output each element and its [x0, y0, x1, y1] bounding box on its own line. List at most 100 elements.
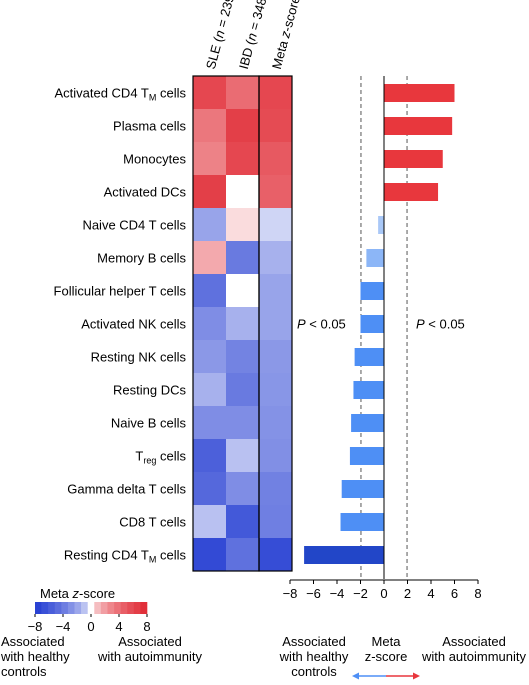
bar — [360, 315, 384, 333]
pvalue-rest: < 0.05 — [425, 317, 465, 332]
colorbar-segment — [127, 602, 135, 614]
row-label-text: Gamma delta T cells — [67, 482, 186, 497]
row-label: Activated DCs — [104, 185, 187, 200]
x-axis-tick-label: 2 — [404, 586, 411, 601]
heatmap-cell — [226, 340, 259, 373]
colorbar-segment — [81, 602, 89, 614]
heatmap-cell — [193, 76, 226, 109]
heatmap-cell — [226, 538, 259, 571]
row-label-subscript: M — [149, 555, 157, 565]
bar — [304, 546, 384, 564]
heatmap-cell — [193, 538, 226, 571]
heatmap-cell — [226, 373, 259, 406]
column-header-rest: = 348) — [245, 0, 270, 35]
row-label-text: Resting NK cells — [91, 350, 187, 365]
heatmap-cell — [193, 109, 226, 142]
heatmap-cell — [259, 274, 292, 307]
axis-left-label: with healthy — [279, 649, 349, 664]
colorbar-segment — [41, 602, 49, 614]
pvalue-italic: P — [416, 317, 425, 332]
row-label-suffix: cells — [156, 86, 186, 101]
column-header: IBD (n = 348) — [236, 0, 271, 71]
row-label-text: Resting DCs — [113, 383, 186, 398]
pvalue-left-label: P < 0.05 — [297, 317, 346, 332]
x-axis-tick-label: −2 — [353, 586, 368, 601]
heatmap-cell — [259, 472, 292, 505]
pvalue-italic: P — [297, 317, 306, 332]
colorbar-segment — [114, 602, 121, 614]
row-label-text: CD8 T cells — [119, 515, 186, 530]
column-header-rest: = 239) — [213, 0, 238, 32]
heatmap-cell — [193, 472, 226, 505]
row-label: Gamma delta T cells — [67, 482, 186, 497]
heatmap-cell — [193, 241, 226, 274]
column-header-italic: z — [277, 29, 294, 41]
colorbar-high-label: Associated — [118, 634, 182, 649]
x-axis-tick-label: −8 — [283, 586, 298, 601]
colorbar-segment — [140, 602, 148, 614]
heatmap-cell — [226, 274, 259, 307]
row-label: Memory B cells — [97, 251, 186, 266]
heatmap-cell — [226, 142, 259, 175]
heatmap-cell — [226, 76, 259, 109]
heatmap-cell — [193, 175, 226, 208]
bar — [341, 480, 384, 498]
colorbar-tick-label: −8 — [28, 619, 43, 634]
heatmap-cell — [193, 406, 226, 439]
row-label: CD8 T cells — [119, 515, 186, 530]
row-label-subscript: M — [149, 93, 157, 103]
heatmap-cell — [259, 241, 292, 274]
x-axis-tick-label: −4 — [330, 586, 345, 601]
heatmap-cell — [259, 109, 292, 142]
heatmap-cell — [259, 307, 292, 340]
axis-center-label: z-score — [365, 649, 408, 664]
colorbar-low-label: Associated — [1, 634, 65, 649]
heatmap-cell — [259, 340, 292, 373]
row-label-suffix: cells — [156, 449, 186, 464]
row-label-text: Activated NK cells — [81, 317, 186, 332]
colorbar-segment — [35, 602, 42, 614]
colorbar-title: Meta z-score — [40, 586, 115, 601]
row-label-text: Naive B cells — [111, 416, 187, 431]
arrow-right-head — [413, 672, 420, 680]
x-axis-tick-label: 4 — [427, 586, 434, 601]
heatmap-cell — [259, 538, 292, 571]
axis-left-label: controls — [291, 664, 337, 679]
colorbar-low-label: controls — [1, 664, 47, 679]
colorbar-segment — [120, 602, 128, 614]
heatmap-cell — [193, 439, 226, 472]
colorbar-segment — [67, 602, 75, 614]
row-label-text: Naive CD4 T cells — [82, 218, 186, 233]
heatmap-cell — [226, 505, 259, 538]
row-label: Naive B cells — [111, 416, 187, 431]
bar — [353, 381, 384, 399]
colorbar-segment — [61, 602, 69, 614]
column-header: Meta z-score — [269, 0, 303, 71]
colorbar-segment — [107, 602, 115, 614]
bar — [384, 84, 455, 102]
column-header-rest: -score — [279, 0, 303, 33]
row-label: Activated CD4 TM cells — [54, 86, 186, 103]
colorbar-segment — [74, 602, 82, 614]
colorbar-tick-label: 4 — [115, 619, 122, 634]
heatmap-cell — [193, 505, 226, 538]
bar — [340, 513, 384, 531]
row-label-text: Activated CD4 T — [54, 86, 148, 101]
heatmap-cell — [259, 208, 292, 241]
row-label: Resting NK cells — [91, 350, 187, 365]
row-label: Plasma cells — [113, 119, 186, 134]
row-label-text: Activated DCs — [104, 185, 187, 200]
heatmap-cell — [259, 142, 292, 175]
row-label: Resting CD4 TM cells — [64, 548, 187, 565]
x-axis-tick-label: −6 — [306, 586, 321, 601]
column-header: SLE (n = 239) — [203, 0, 238, 71]
colorbar-tick-label: 0 — [87, 619, 94, 634]
row-label-text: Resting CD4 T — [64, 548, 149, 563]
heatmap-cell — [226, 175, 259, 208]
bar — [384, 150, 443, 168]
colorbar-segment — [54, 602, 62, 614]
colorbar-title-italic: z — [72, 586, 80, 601]
row-label-text: Memory B cells — [97, 251, 186, 266]
colorbar-segment — [87, 602, 95, 614]
